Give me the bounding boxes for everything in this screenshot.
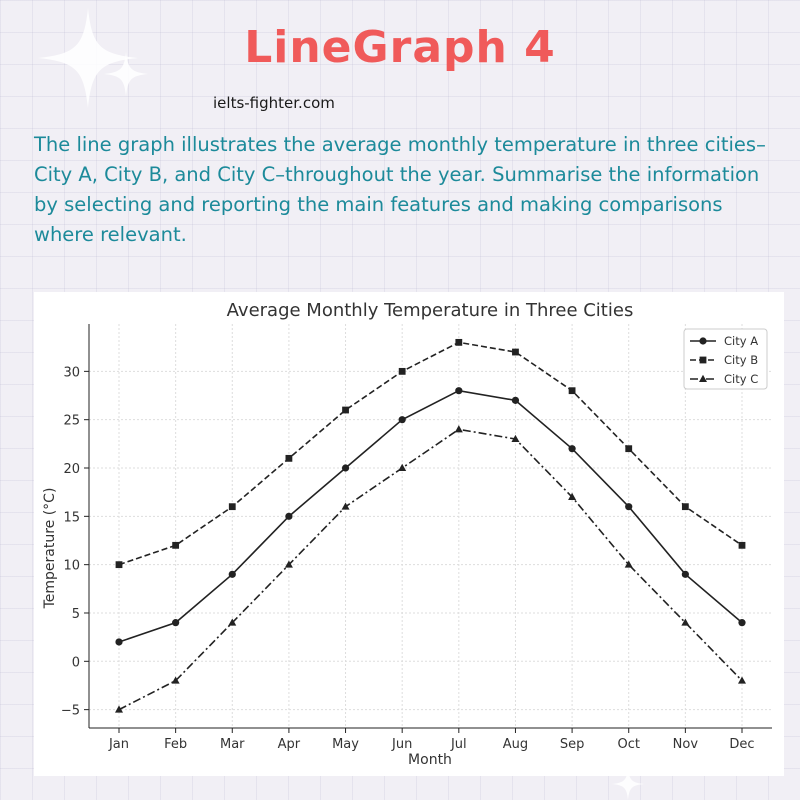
y-tick-label: 0 <box>72 655 80 670</box>
data-point-city-a <box>511 396 520 404</box>
legend-label: City B <box>724 353 758 367</box>
series-layer <box>115 338 746 713</box>
data-point-city-b <box>115 561 123 569</box>
plot-frame <box>89 324 772 728</box>
page-title: LineGraph 4 <box>244 22 556 73</box>
data-point-city-a <box>285 512 293 520</box>
x-axis-label: Month <box>408 752 452 768</box>
data-point-city-b <box>228 503 236 511</box>
y-tick-label: 10 <box>63 559 80 574</box>
y-tick-label: 15 <box>63 510 80 525</box>
legend-marker <box>699 337 707 345</box>
sparkle-icon <box>104 52 148 96</box>
data-point-city-b <box>172 541 180 549</box>
data-point-city-c <box>228 618 237 626</box>
x-tick-label: Jul <box>450 737 467 752</box>
data-point-city-a <box>115 638 123 646</box>
site-url: ielts-fighter.com <box>213 94 335 112</box>
chart-panel: −5 0 5 10 15 20 25 30 Jan Feb Mar Apr May Jun Jul Aug Se… <box>34 292 784 776</box>
data-point-city-c <box>738 676 746 684</box>
data-point-city-b <box>568 387 576 395</box>
data-point-city-a <box>738 619 746 627</box>
data-point-city-c <box>511 434 520 443</box>
data-point-city-c <box>398 463 407 472</box>
x-tick-label: Aug <box>503 737 528 752</box>
x-tick-label: Apr <box>278 737 301 752</box>
legend-label: City A <box>724 334 758 348</box>
data-point-city-c <box>171 676 180 684</box>
data-point-city-c <box>624 560 633 568</box>
axis-ticks: −5 0 5 10 15 20 25 30 Jan Feb Mar Apr May Jun Jul Aug Se… <box>61 324 772 752</box>
data-point-city-a <box>681 570 689 578</box>
data-point-city-a <box>398 416 406 424</box>
x-tick-label: Nov <box>673 737 699 752</box>
sparkle-icon <box>608 768 648 800</box>
y-tick-label: 30 <box>63 365 80 380</box>
data-point-city-c <box>568 492 577 501</box>
data-point-city-a <box>625 503 633 511</box>
legend-marker <box>699 356 707 364</box>
data-point-city-c <box>115 705 123 713</box>
data-point-city-b <box>398 367 406 375</box>
x-tick-label: Feb <box>164 737 187 752</box>
data-point-city-b <box>625 445 633 453</box>
data-point-city-c <box>681 618 690 626</box>
data-point-city-a <box>341 464 350 472</box>
legend-marker <box>699 374 707 382</box>
line-chart: −5 0 5 10 15 20 25 30 Jan Feb Mar Apr May Jun Jul Aug Se… <box>42 300 772 768</box>
y-tick-label: −5 <box>61 704 80 719</box>
task-prompt: The line graph illustrates the average m… <box>34 133 766 246</box>
data-point-city-b <box>681 503 689 511</box>
series-city-a <box>115 387 746 646</box>
series-city-c <box>115 425 746 713</box>
y-axis-label: Temperature (°C) <box>42 488 58 610</box>
y-tick-label: 5 <box>72 607 80 622</box>
gridlines <box>89 324 772 728</box>
series-line-city-a <box>118 389 743 643</box>
series-line-city-b <box>118 341 743 566</box>
data-point-city-c <box>341 502 350 510</box>
sparkle-icon <box>38 8 138 108</box>
x-tick-label: Jun <box>391 737 412 752</box>
x-tick-label: Jan <box>108 737 129 752</box>
series-line-city-c <box>118 428 743 711</box>
series-city-b <box>115 338 746 569</box>
data-point-city-b <box>342 406 349 414</box>
data-point-city-b <box>512 348 519 356</box>
legend: City A City B City C <box>683 328 768 390</box>
legend-label: City C <box>724 372 758 386</box>
data-point-city-b <box>455 338 463 346</box>
data-point-city-b <box>738 541 746 549</box>
data-point-city-a <box>568 445 576 453</box>
data-point-city-c <box>284 560 293 568</box>
x-tick-label: Mar <box>220 737 245 752</box>
data-point-city-a <box>172 619 180 627</box>
data-point-city-a <box>228 570 236 578</box>
x-tick-label: Dec <box>729 737 754 752</box>
x-tick-label: Sep <box>560 737 585 752</box>
y-tick-label: 25 <box>63 414 80 429</box>
chart-title: Average Monthly Temperature in Three Cit… <box>227 300 634 321</box>
x-tick-label: Oct <box>617 737 639 752</box>
y-tick-label: 20 <box>63 462 80 477</box>
data-point-city-c <box>454 425 463 433</box>
data-point-city-b <box>285 454 293 462</box>
x-tick-label: May <box>332 737 359 752</box>
data-point-city-a <box>455 387 463 395</box>
